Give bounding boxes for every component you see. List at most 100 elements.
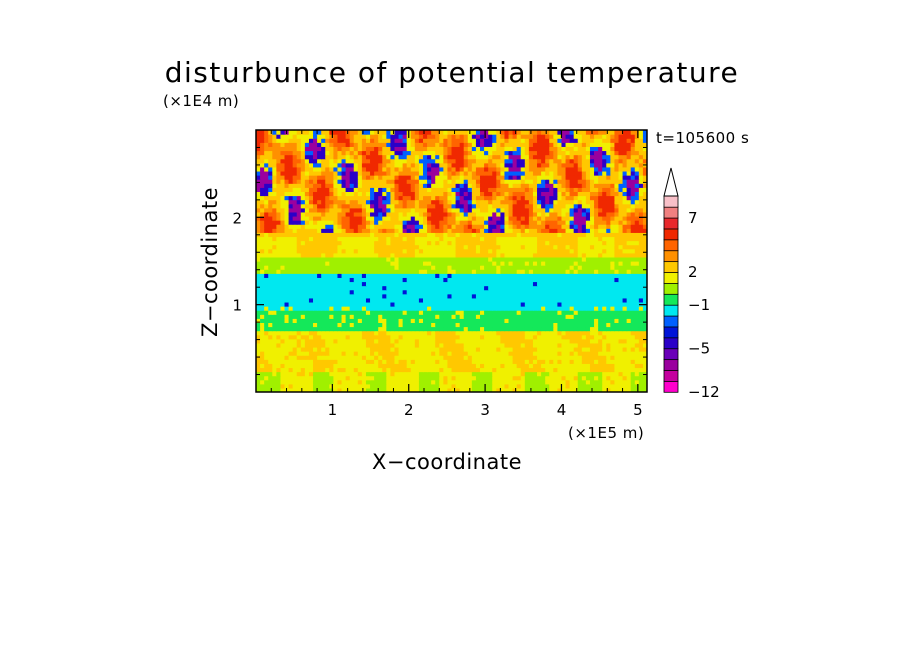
contour-cell — [463, 195, 469, 201]
contour-cell — [264, 211, 269, 217]
contour-cell — [528, 285, 534, 291]
contour-cell — [439, 261, 444, 266]
contour-cell — [606, 371, 611, 377]
contour-cell — [634, 199, 640, 205]
contour-cell — [386, 211, 391, 217]
contour-cell — [280, 314, 286, 319]
contour-cell — [581, 342, 587, 348]
contour-cell — [284, 359, 290, 364]
contour-cell — [622, 195, 628, 201]
contour-cell — [439, 342, 444, 348]
contour-cell — [317, 179, 322, 184]
contour-cell — [382, 318, 387, 323]
contour-cell — [414, 281, 420, 287]
contour-cell — [606, 297, 611, 303]
contour-cell — [390, 297, 396, 303]
contour-cell — [594, 228, 599, 233]
contour-cell — [614, 281, 620, 287]
contour-cell — [284, 342, 290, 348]
contour-cell — [272, 252, 277, 258]
contour-cell — [626, 195, 632, 201]
contour-cell — [475, 277, 481, 283]
contour-cell — [480, 195, 485, 201]
contour-cell — [410, 301, 416, 307]
contour-cell — [394, 326, 400, 332]
contour-cell — [520, 211, 526, 217]
contour-cell — [455, 244, 461, 250]
contour-cell — [459, 199, 465, 205]
contour-cell — [296, 379, 302, 385]
contour-cell — [325, 244, 330, 250]
contour-cell — [345, 248, 351, 254]
contour-cell — [561, 387, 567, 392]
contour-cell — [545, 273, 550, 278]
contour-cell — [585, 346, 591, 352]
contour-cell — [443, 310, 449, 315]
contour-cell — [370, 244, 375, 250]
contour-cell — [329, 314, 334, 319]
contour-cell — [256, 191, 261, 197]
contour-cell — [427, 203, 432, 209]
contour-cell — [492, 306, 497, 311]
contour-cell — [602, 191, 607, 197]
contour-cell — [618, 334, 624, 340]
contour-cell — [300, 273, 306, 278]
contour-cell — [585, 187, 591, 192]
contour-cell — [365, 293, 371, 299]
contour-cell — [451, 375, 457, 381]
contour-cell — [471, 330, 477, 336]
contour-cell — [341, 248, 347, 254]
contour-cell — [528, 191, 534, 197]
contour-cell — [264, 244, 269, 250]
contour-cell — [577, 199, 583, 205]
contour-cell — [349, 338, 355, 344]
contour-cell — [463, 293, 469, 299]
contour-cell — [606, 383, 611, 389]
contour-cell — [398, 293, 404, 299]
contour-cell — [325, 215, 330, 221]
contour-cell — [532, 265, 538, 270]
contour-cell — [569, 273, 575, 278]
contour-cell — [500, 322, 506, 328]
contour-cell — [292, 273, 298, 278]
contour-cell — [386, 265, 391, 270]
contour-cell — [447, 322, 453, 328]
contour-cell — [545, 203, 550, 209]
contour-cell — [313, 179, 318, 184]
contour-cell — [264, 306, 269, 311]
contour-cell — [557, 228, 563, 233]
contour-cell — [488, 261, 493, 266]
contour-cell — [622, 224, 628, 229]
contour-cell — [642, 326, 647, 332]
contour-cell — [545, 179, 550, 184]
contour-cell — [475, 256, 481, 262]
contour-cell — [288, 281, 294, 287]
contour-cell — [427, 252, 432, 258]
contour-cell — [357, 289, 363, 295]
contour-cell — [260, 387, 265, 392]
contour-cell — [618, 342, 624, 348]
contour-cell — [272, 191, 277, 197]
contour-cell — [378, 306, 383, 311]
contour-cell — [598, 310, 603, 315]
contour-cell — [622, 277, 628, 283]
contour-cell — [349, 252, 355, 258]
contour-cell — [370, 265, 375, 270]
contour-cell — [508, 301, 514, 307]
contour-cell — [321, 199, 326, 205]
contour-cell — [602, 355, 607, 360]
contour-cell — [304, 191, 310, 197]
contour-cell — [565, 342, 571, 348]
contour-cell — [557, 310, 563, 315]
contour-cell — [634, 273, 640, 278]
contour-cell — [512, 244, 518, 250]
contour-cell — [382, 342, 387, 348]
contour-cell — [394, 301, 400, 307]
contour-cell — [345, 375, 351, 381]
contour-cell — [422, 232, 428, 238]
contour-cell — [268, 232, 273, 238]
contour-cell — [304, 383, 310, 389]
contour-cell — [455, 179, 461, 184]
contour-cell — [382, 322, 387, 328]
contour-cell — [585, 326, 591, 332]
